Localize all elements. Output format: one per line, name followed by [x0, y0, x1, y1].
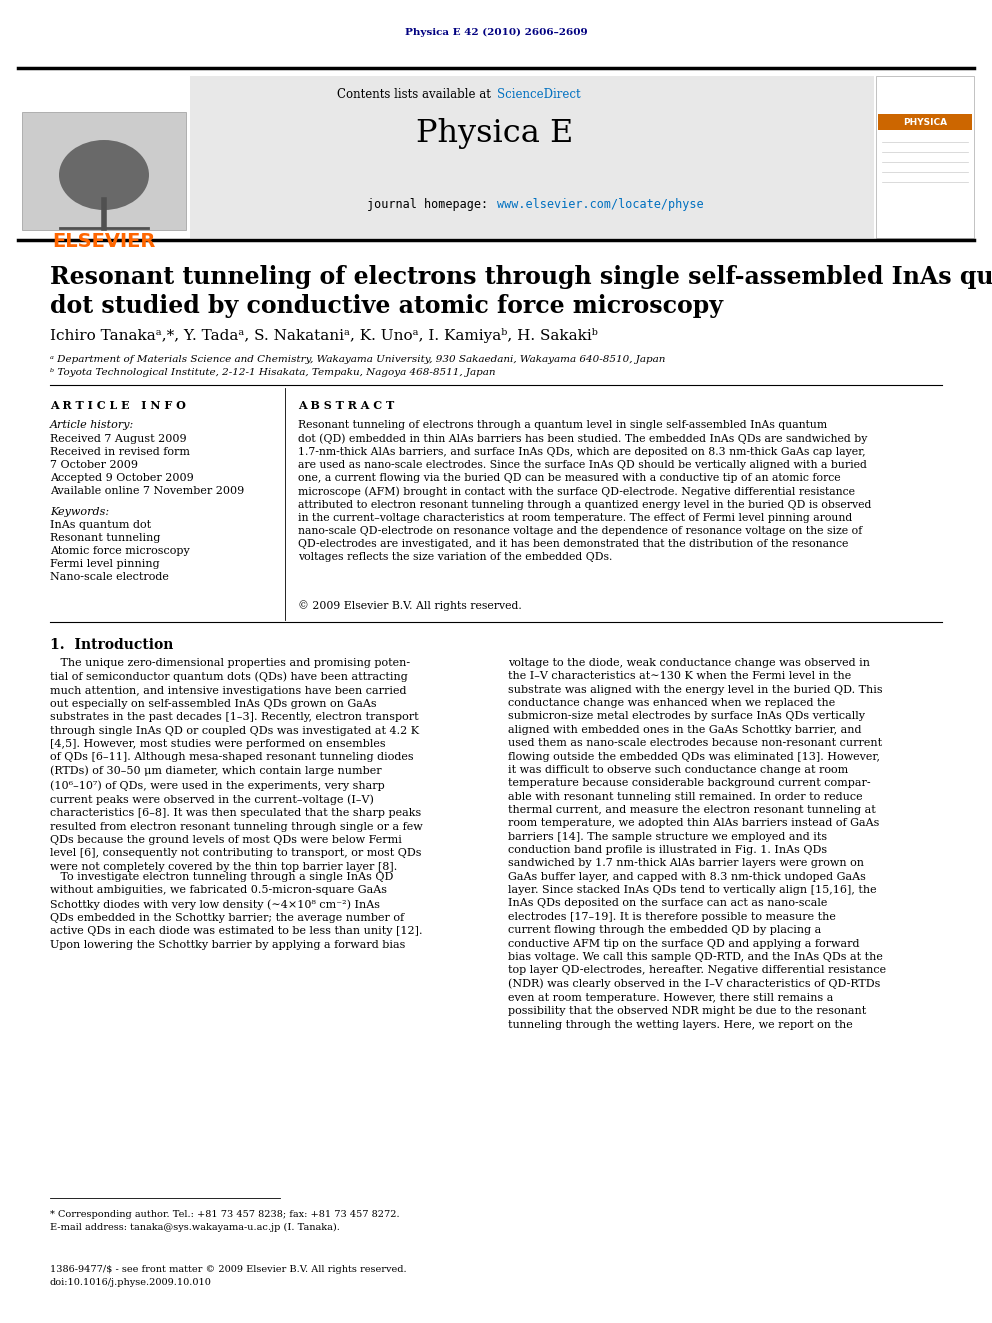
Text: 7 October 2009: 7 October 2009: [50, 460, 138, 470]
Text: A R T I C L E   I N F O: A R T I C L E I N F O: [50, 400, 186, 411]
Text: E-mail address: tanaka@sys.wakayama-u.ac.jp (I. Tanaka).: E-mail address: tanaka@sys.wakayama-u.ac…: [50, 1222, 340, 1232]
Text: Physica E: Physica E: [417, 118, 573, 149]
Text: Atomic force microscopy: Atomic force microscopy: [50, 546, 189, 556]
Text: ScienceDirect: ScienceDirect: [497, 89, 580, 101]
FancyBboxPatch shape: [18, 75, 874, 238]
Text: Fermi level pinning: Fermi level pinning: [50, 560, 160, 569]
Text: Keywords:: Keywords:: [50, 507, 109, 517]
Text: To investigate electron tunneling through a single InAs QD
without ambiguities, : To investigate electron tunneling throug…: [50, 872, 423, 950]
Ellipse shape: [59, 140, 149, 210]
Text: Resonant tunneling of electrons through single self-assembled InAs quantum
dot s: Resonant tunneling of electrons through …: [50, 265, 992, 318]
Text: PHYSICA: PHYSICA: [903, 118, 947, 127]
Text: 1.  Introduction: 1. Introduction: [50, 638, 174, 652]
Text: Ichiro Tanakaᵃ,*, Y. Tadaᵃ, S. Nakataniᵃ, K. Unoᵃ, I. Kamiyaᵇ, H. Sakakiᵇ: Ichiro Tanakaᵃ,*, Y. Tadaᵃ, S. Nakataniᵃ…: [50, 328, 598, 343]
Text: ELSEVIER: ELSEVIER: [53, 232, 156, 251]
Text: A B S T R A C T: A B S T R A C T: [298, 400, 394, 411]
Text: The unique zero-dimensional properties and promising poten-
tial of semiconducto: The unique zero-dimensional properties a…: [50, 658, 423, 872]
FancyBboxPatch shape: [876, 75, 974, 238]
Text: Physica E 42 (2010) 2606–2609: Physica E 42 (2010) 2606–2609: [405, 28, 587, 37]
Text: InAs quantum dot: InAs quantum dot: [50, 520, 151, 531]
Text: ᵇ Toyota Technological Institute, 2-12-1 Hisakata, Tempaku, Nagoya 468-8511, Jap: ᵇ Toyota Technological Institute, 2-12-1…: [50, 368, 495, 377]
Text: Received 7 August 2009: Received 7 August 2009: [50, 434, 186, 445]
Text: Resonant tunneling: Resonant tunneling: [50, 533, 161, 542]
Text: ᵃ Department of Materials Science and Chemistry, Wakayama University, 930 Sakaed: ᵃ Department of Materials Science and Ch…: [50, 355, 666, 364]
Text: Contents lists available at: Contents lists available at: [337, 89, 495, 101]
Text: Article history:: Article history:: [50, 419, 134, 430]
Text: journal homepage:: journal homepage:: [367, 198, 495, 210]
Text: voltage to the diode, weak conductance change was observed in
the I–V characteri: voltage to the diode, weak conductance c…: [508, 658, 886, 1029]
Text: www.elsevier.com/locate/physe: www.elsevier.com/locate/physe: [497, 198, 703, 210]
Text: © 2009 Elsevier B.V. All rights reserved.: © 2009 Elsevier B.V. All rights reserved…: [298, 601, 522, 611]
Text: 1386-9477/$ - see front matter © 2009 Elsevier B.V. All rights reserved.: 1386-9477/$ - see front matter © 2009 El…: [50, 1265, 407, 1274]
Text: Received in revised form: Received in revised form: [50, 447, 190, 456]
Text: Available online 7 November 2009: Available online 7 November 2009: [50, 486, 244, 496]
Text: Resonant tunneling of electrons through a quantum level in single self-assembled: Resonant tunneling of electrons through …: [298, 419, 871, 562]
Bar: [878, 114, 972, 130]
Bar: [22, 112, 186, 230]
Text: Nano-scale electrode: Nano-scale electrode: [50, 572, 169, 582]
Text: Accepted 9 October 2009: Accepted 9 October 2009: [50, 474, 193, 483]
Text: doi:10.1016/j.physe.2009.10.010: doi:10.1016/j.physe.2009.10.010: [50, 1278, 212, 1287]
FancyBboxPatch shape: [18, 75, 190, 238]
Text: * Corresponding author. Tel.: +81 73 457 8238; fax: +81 73 457 8272.: * Corresponding author. Tel.: +81 73 457…: [50, 1211, 400, 1218]
